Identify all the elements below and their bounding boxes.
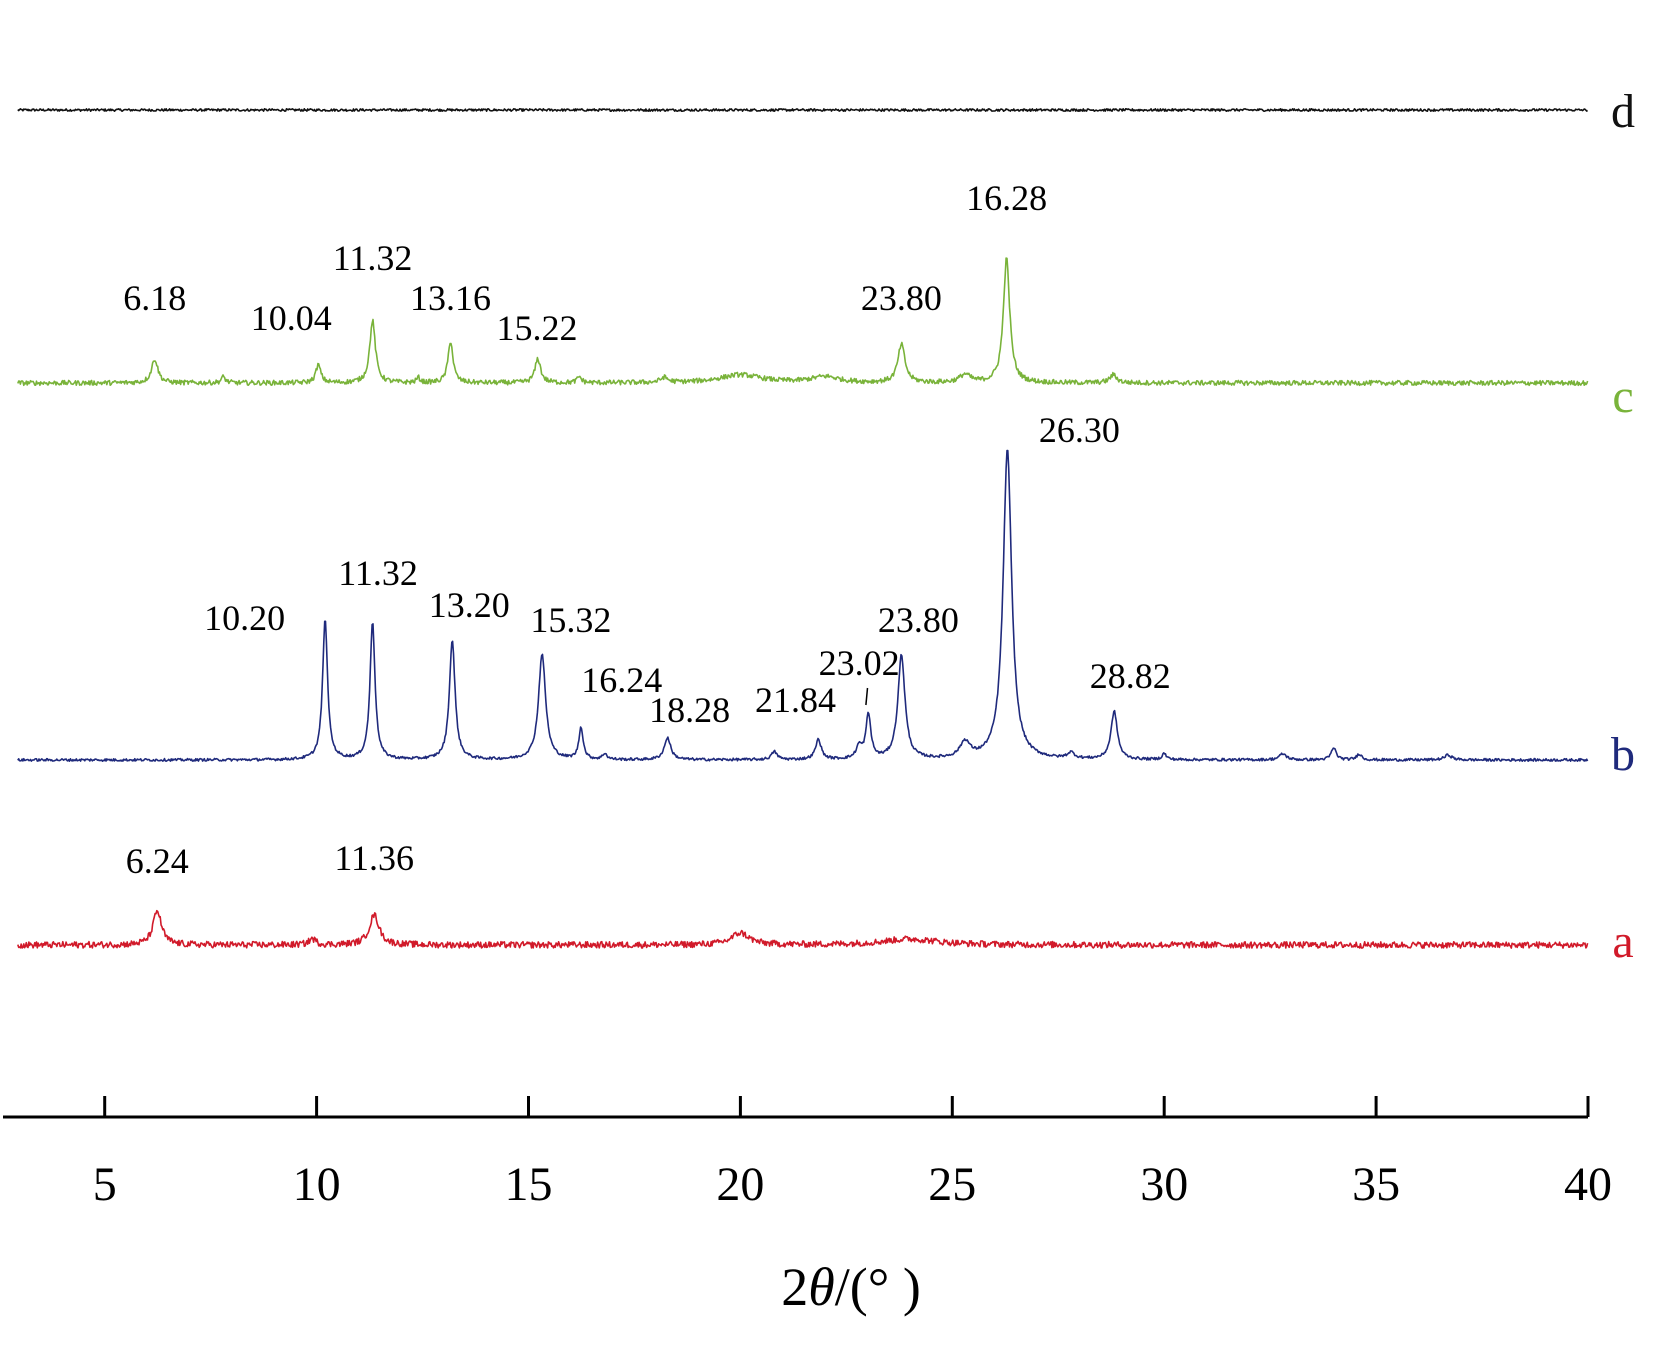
peak-label: 6.18 [123,278,186,318]
peak-label: 16.28 [966,178,1047,218]
x-tick-label: 15 [505,1158,553,1211]
peak-label: 11.36 [334,838,414,878]
peak-annotations: 6.18 10.0411.3213.1615.2223.8016.2810.201… [123,178,1171,881]
peak-label: 11.32 [333,238,413,278]
peak-label: 26.30 [1039,410,1120,450]
peak-label: 15.22 [497,308,578,348]
x-tick-label: 20 [716,1158,764,1211]
peak-label: 23.80 [861,278,942,318]
x-tick-label: 5 [93,1158,117,1211]
trace-a [17,909,1589,949]
trace-d [17,108,1588,112]
series-labels: d c b a [1611,85,1635,968]
peak-label: 10.04 [251,298,332,338]
peak-label: 10.20 [204,598,285,638]
series-label-a: a [1612,915,1633,968]
series-label-c: c [1612,370,1633,423]
x-axis-label-symbol: θ [808,1257,835,1317]
x-axis-label-suffix: /(° ) [835,1257,921,1317]
series-label-d: d [1611,85,1635,138]
x-tick-label: 25 [928,1158,976,1211]
x-tick-label: 10 [293,1158,341,1211]
x-tick-label: 30 [1140,1158,1188,1211]
peak-label: 13.20 [429,585,510,625]
peak-label: 21.84 [755,680,836,720]
peak-label: 13.16 [410,278,491,318]
peak-label: 6.24 [126,841,189,881]
peak-label: 28.82 [1090,656,1171,696]
leader-line [865,687,869,706]
x-axis-label: 2θ/(° ) [781,1257,921,1317]
x-tick-label: 40 [1564,1158,1612,1211]
traces [17,108,1589,949]
peak-label: 23.80 [878,600,959,640]
series-label-b: b [1611,728,1635,781]
x-tick-label: 35 [1352,1158,1400,1211]
peak-label: 11.32 [338,553,418,593]
peak-label: 15.32 [530,600,611,640]
trace-b [17,449,1589,763]
trace-c [17,257,1589,387]
x-axis-label-prefix: 2 [781,1257,808,1317]
peak-label: 18.28 [649,690,730,730]
peak-label: 16.24 [581,660,662,700]
peak-label: 23.02 [819,643,900,683]
x-axis-ticks: 5 10 15 20 25 30 35 40 [93,1096,1612,1211]
